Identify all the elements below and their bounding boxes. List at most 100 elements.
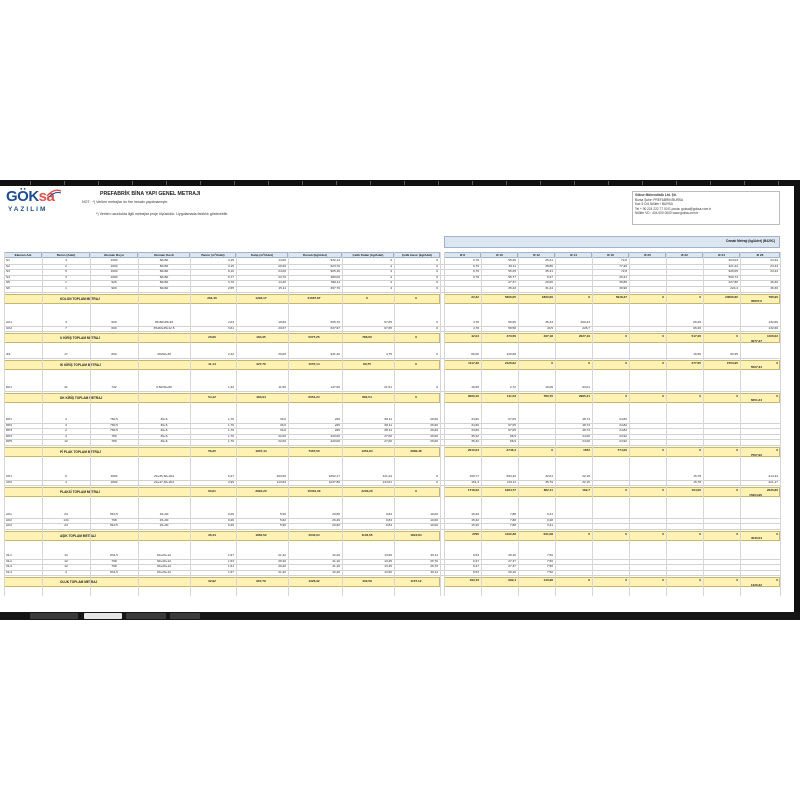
- table-cell: 26,60: [430, 417, 438, 421]
- rebar-total-value: 0: [776, 393, 778, 398]
- rebar-cell: 0,79: [472, 258, 479, 262]
- table-cell: 20,60: [332, 523, 340, 528]
- section-total-value: 0: [415, 361, 417, 366]
- table-cell: 20,20: [278, 564, 286, 569]
- rebar-cell: 27,37: [508, 280, 516, 285]
- table-cell: 4: [390, 258, 392, 262]
- table-cell: 67,65: [384, 325, 392, 330]
- rebar-total-value: 0: [699, 578, 701, 583]
- table-cell: 26,70: [430, 558, 438, 563]
- column-header-left: Eleman Adı: [4, 252, 42, 258]
- table-cell: 2,42: [227, 352, 234, 356]
- section-total-label: DK KİRİŞ TOPLAM METRAJ: [60, 395, 103, 400]
- table-cell: 26,11: [430, 569, 438, 574]
- sheet-tab[interactable]: [84, 613, 122, 619]
- sheet-tab[interactable]: [170, 613, 200, 619]
- vertical-scrollbar[interactable]: [794, 180, 800, 616]
- rebar-total-value: 0: [588, 360, 590, 365]
- table-cell: 35x60x45x15: [154, 320, 174, 324]
- rebar-cell: 35,23: [508, 286, 516, 290]
- section-rebar-total-band: [444, 530, 780, 541]
- rebar-cell: 27,37: [508, 564, 516, 569]
- table-cell: 90+20+12: [157, 564, 171, 569]
- company-line: Tel + 90 224 222 77 00 E-posta: goksa@go…: [635, 206, 712, 211]
- table-cell: 1,67: [227, 569, 234, 574]
- table-cell: 1804: [110, 474, 118, 478]
- rebar-cell: 55,77: [508, 274, 516, 279]
- rebar-cell: 214,44: [768, 474, 778, 478]
- rebar-cell: 3,28: [546, 517, 553, 522]
- table-cell: 5,90: [279, 512, 286, 516]
- table-cell: 1092,17: [328, 474, 340, 478]
- rebar-header-title: Donatı Metrajı (kg/Adet) (B420C): [726, 239, 775, 243]
- rebar-cell: 3,41: [546, 523, 553, 528]
- rebar-cell: 120,68: [506, 352, 516, 356]
- rebar-total-value: 5306,05: [504, 294, 516, 299]
- rebar-total-value: 0: [776, 531, 778, 536]
- column-header-left: Çelik Kalan (kg/Adet): [342, 252, 394, 258]
- rebar-total-value: 0: [662, 393, 664, 398]
- rebar-cell: 227,86: [728, 280, 738, 285]
- company-line: Gökse Mühendislik Ltd. Şti.: [635, 193, 677, 197]
- table-cell: 732: [111, 385, 117, 389]
- section-total-value: 1881,52: [255, 532, 267, 537]
- section-total-value: 21607,87: [307, 295, 321, 300]
- rebar-cell: 15,78: [693, 479, 701, 484]
- table-cell: 397,70: [330, 286, 340, 290]
- table-cell: 23,70: [278, 274, 286, 279]
- table-cell: 3,70: [227, 280, 234, 285]
- table-cell: 0,50/30+80: [156, 385, 172, 389]
- table-cell: 15+30: [159, 512, 169, 516]
- section-total-value: 402,59: [362, 579, 372, 584]
- table-cell: 68,11: [384, 422, 392, 427]
- rebar-total-value: 0: [625, 578, 627, 583]
- section-total-band: [4, 577, 440, 588]
- rebar-cell: 7,50: [546, 569, 553, 574]
- rebar-cell: 3,41: [546, 512, 553, 516]
- rebar-total-value: 2027,19: [578, 334, 590, 339]
- table-cell: 798: [111, 558, 117, 563]
- table-cell: 24: [64, 523, 68, 528]
- section-total-value: 32,92: [208, 579, 216, 584]
- table-cell: 113,84: [276, 479, 286, 484]
- table-cell: OL3: [6, 564, 12, 569]
- table-cell: 226: [334, 422, 340, 427]
- rebar-total-value: 23000,60: [725, 294, 738, 299]
- rebar-total-value: 992,4: [508, 578, 516, 583]
- column-header-rebar: Ø 8: [444, 252, 481, 258]
- sheet-tab[interactable]: [126, 613, 166, 619]
- rebar-total-value: 0: [551, 448, 553, 452]
- rebar-cell: 36,11: [508, 263, 516, 268]
- sheet-tab[interactable]: [30, 613, 78, 619]
- table-cell: AK1: [6, 512, 12, 516]
- table-cell: 926: [111, 280, 117, 285]
- table-cell: 0: [436, 280, 438, 285]
- rebar-cell: 15,32: [471, 517, 479, 522]
- table-cell: 3: [65, 320, 67, 324]
- rebar-cell: 24,82: [619, 428, 627, 433]
- rebar-cell: 66,9: [509, 433, 516, 438]
- table-cell: 226: [334, 417, 340, 421]
- column-header-tick: [166, 181, 167, 185]
- sheet-tab-bar[interactable]: [0, 612, 800, 620]
- column-header-tick: [540, 181, 541, 185]
- column-header-tick: [642, 181, 643, 185]
- column-header-tick: [200, 181, 201, 185]
- column-header-tick: [744, 181, 745, 185]
- note-2: *) Verilen uzunlukta ilgili metrajlar pr…: [96, 212, 229, 216]
- rebar-cell: 66,29: [693, 325, 701, 330]
- column-header-tick: [710, 181, 711, 185]
- section-total-value: 0: [415, 335, 417, 340]
- rebar-total-value: 0: [662, 531, 664, 536]
- table-cell: 33,0: [279, 417, 286, 421]
- table-cell: 12: [64, 564, 68, 569]
- table-cell: 2,63: [227, 320, 234, 324]
- company-info-box: Gökse Mühendislik Ltd. Şti. Bursa Şube: …: [632, 191, 780, 225]
- rebar-total-value: 111,53: [506, 393, 516, 398]
- table-cell: 103,00: [276, 474, 286, 478]
- rebar-cell: 6,27: [472, 564, 479, 569]
- section-total-value: 0: [415, 489, 417, 494]
- table-cell: 13,45: [384, 558, 392, 563]
- rebar-grand-total: 6051,24: [750, 398, 762, 403]
- table-cell: 1: [65, 280, 67, 285]
